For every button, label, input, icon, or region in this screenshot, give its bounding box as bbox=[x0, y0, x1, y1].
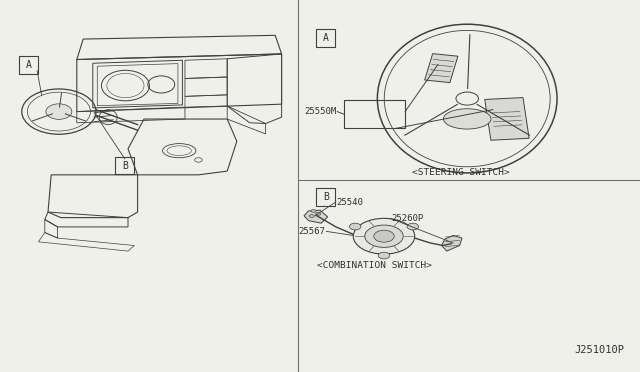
Text: 25260P: 25260P bbox=[392, 214, 424, 223]
Polygon shape bbox=[442, 235, 462, 251]
Text: <STEERING SWITCH>: <STEERING SWITCH> bbox=[412, 169, 509, 177]
Circle shape bbox=[407, 223, 419, 230]
Ellipse shape bbox=[46, 104, 72, 119]
Circle shape bbox=[374, 230, 394, 242]
Text: 25567: 25567 bbox=[298, 227, 325, 236]
Circle shape bbox=[353, 218, 415, 254]
Text: J251010P: J251010P bbox=[574, 345, 624, 355]
Text: B: B bbox=[323, 192, 329, 202]
Bar bbox=[344, 100, 405, 128]
Text: B: B bbox=[122, 161, 128, 170]
Circle shape bbox=[365, 225, 403, 247]
Text: <COMBINATION SWITCH>: <COMBINATION SWITCH> bbox=[317, 262, 432, 270]
Polygon shape bbox=[304, 210, 328, 223]
Circle shape bbox=[316, 212, 321, 215]
Text: A: A bbox=[26, 60, 32, 70]
Circle shape bbox=[349, 223, 361, 230]
Circle shape bbox=[311, 209, 316, 212]
Polygon shape bbox=[484, 97, 529, 140]
Polygon shape bbox=[425, 54, 458, 83]
Circle shape bbox=[309, 215, 314, 218]
Ellipse shape bbox=[444, 109, 491, 129]
Circle shape bbox=[378, 252, 390, 259]
Text: A: A bbox=[323, 33, 329, 43]
Text: 25550M: 25550M bbox=[305, 107, 337, 116]
Text: 25540: 25540 bbox=[336, 198, 363, 207]
